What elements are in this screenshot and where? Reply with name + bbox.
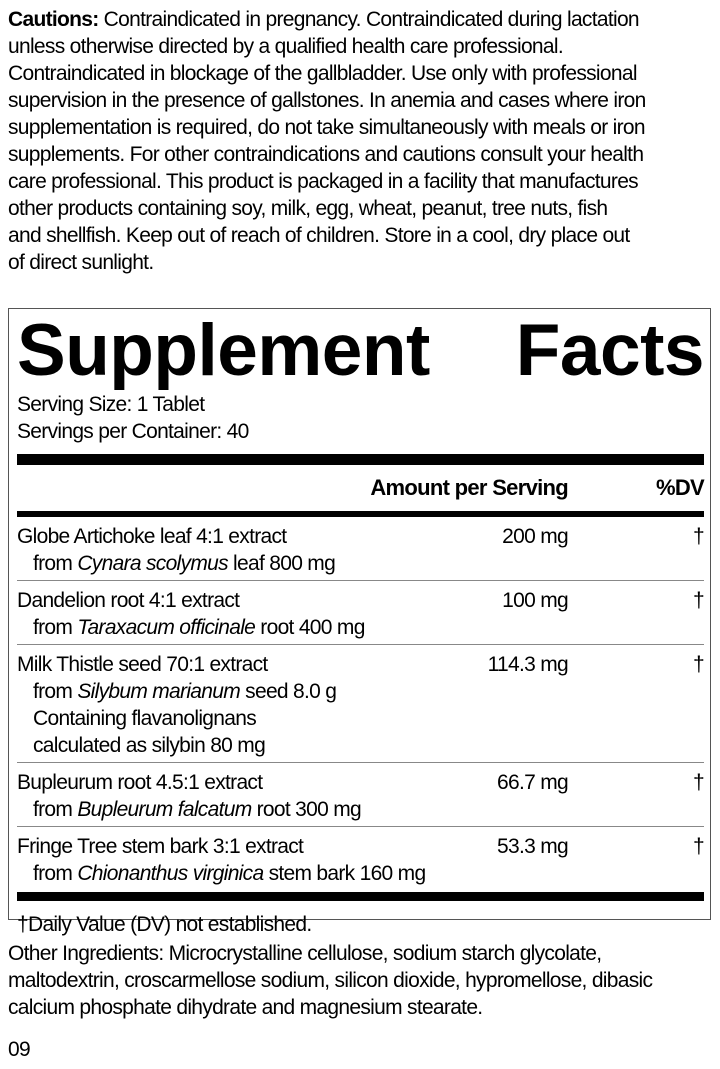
ingredient-dv: † — [693, 771, 705, 794]
ingredient-row: Bupleurum root 4.5:1 extract from Bupleur… — [17, 763, 705, 827]
ingredient-dv: † — [693, 653, 705, 676]
footnote: †Daily Value (DV) not established. — [17, 913, 312, 936]
ingredient-name: Dandelion root 4:1 extract — [17, 589, 240, 612]
ingredient-note: Containing flavanolignans — [33, 707, 257, 730]
ingredient-name: Bupleurum root 4.5:1 extract — [17, 771, 263, 794]
ingredient-source: from Cynara scolymus leaf 800 mg — [33, 552, 336, 575]
cautions-line: supervision in the presence of gallstone… — [8, 89, 646, 112]
cautions-line: supplementation is required, do not take… — [8, 116, 646, 139]
ingredient-row: Milk Thistle seed 70:1 extract from Silyb… — [17, 645, 705, 763]
supplement-facts-panel: Supplement Facts Serving Size: 1 Tablet … — [8, 308, 711, 936]
serving-size: Serving Size: 1 Tablet — [17, 393, 205, 416]
ingredient-list: Globe Artichoke leaf 4:1 extract from Cyn… — [17, 517, 705, 890]
ingredient-amount: 53.3 mg — [497, 835, 569, 858]
cautions-line: Cautions: Contraindicated in pregnancy. … — [8, 8, 640, 31]
ingredient-source: from Chionanthus virginica stem bark 160… — [33, 862, 426, 885]
cautions-line: supplements. For other contraindications… — [8, 143, 644, 166]
ingredient-name: Fringe Tree stem bark 3:1 extract — [17, 835, 304, 858]
ingredient-note: calculated as silybin 80 mg — [33, 734, 266, 757]
ingredient-source: from Silybum marianum seed 8.0 g — [33, 680, 337, 703]
cautions-label: Cautions: — [8, 8, 99, 31]
cautions-line: unless otherwise directed by a qualified… — [8, 35, 564, 58]
product-code: 09 — [8, 1038, 31, 1061]
servings-per-container: Servings per Container: 40 — [17, 420, 249, 443]
cautions-line: other products containing soy, milk, egg… — [8, 197, 608, 220]
other-ingredients: Other Ingredients: Microcrystalline cell… — [8, 942, 653, 1019]
header-dv: %DV — [655, 475, 705, 500]
cautions-text: Cautions: Contraindicated in pregnancy. … — [8, 6, 646, 276]
ingredient-source: from Taraxacum officinale root 400 mg — [33, 616, 365, 639]
cautions-line: of direct sunlight. — [8, 251, 154, 274]
header-amount: Amount per Serving — [370, 475, 568, 500]
divider-medium — [17, 511, 704, 517]
ingredient-row: Globe Artichoke leaf 4:1 extract from Cyn… — [17, 517, 705, 581]
column-header: Amount per Serving %DV — [17, 465, 704, 511]
ingredient-dv: † — [693, 835, 705, 858]
cautions-line: care professional. This product is packa… — [8, 170, 639, 193]
divider-thick — [17, 454, 704, 465]
ingredient-amount: 66.7 mg — [497, 771, 569, 794]
ingredient-name: Milk Thistle seed 70:1 extract — [17, 653, 268, 676]
cautions-line: Contraindicated in blockage of the gallb… — [8, 62, 637, 85]
ingredient-source: from Bupleurum falcatum root 300 mg — [33, 798, 362, 821]
ingredient-dv: † — [693, 525, 705, 548]
ingredient-dv: † — [693, 589, 705, 612]
divider-thick — [17, 892, 704, 901]
ingredient-amount: 114.3 mg — [487, 653, 569, 676]
cautions-line: and shellfish. Keep out of reach of chil… — [8, 224, 630, 247]
ingredient-row: Fringe Tree stem bark 3:1 extract from Ch… — [17, 827, 705, 890]
ingredient-amount: 200 mg — [502, 525, 569, 548]
ingredient-name: Globe Artichoke leaf 4:1 extract — [17, 525, 287, 548]
ingredient-amount: 100 mg — [502, 589, 569, 612]
ingredient-row: Dandelion root 4:1 extract from Taraxacum… — [17, 581, 705, 645]
facts-title: Supplement Facts — [17, 310, 705, 391]
